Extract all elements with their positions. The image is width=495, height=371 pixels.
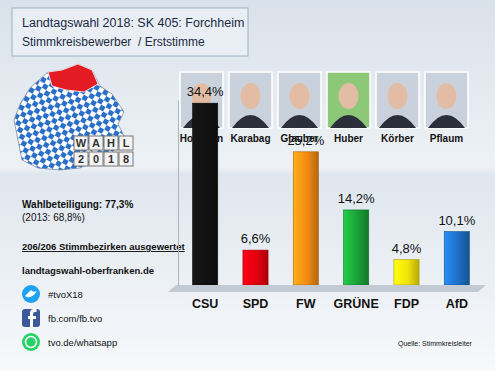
photo-body [330,115,367,128]
logo-text: 8 [123,153,129,165]
logo-text: 2 [78,153,84,165]
photo-face [388,83,408,109]
photo [425,72,468,128]
dice [104,152,118,166]
bar [394,260,419,285]
bar [193,103,218,285]
x-axis-line [181,293,483,294]
logo-text: 1 [108,153,114,165]
whatsapp-link: tvo.de/whatsapp [48,337,117,348]
x-tick: SPD [243,293,269,311]
x-tick-label: SPD [243,297,269,311]
x-tick: GRÜNE [334,293,379,311]
data-label: 10,1% [438,213,475,228]
candidate-name: Karabag [230,133,270,144]
photo-body [281,115,318,128]
subtitle: Stimmkreisbewerber / Erststimme [22,35,205,49]
photo [327,72,370,128]
whatsapp-icon-ring [26,337,37,348]
dice [89,152,103,166]
map [14,64,126,170]
x-tick-label: AfD [446,297,468,311]
logo-text: L [123,137,130,149]
photo-body [379,115,416,128]
logo-text: W [76,137,87,149]
facebook-link: fb.com/fb.tvo [48,313,102,324]
dice [104,136,118,150]
candidate: Pflaum [425,72,468,144]
title-box [12,8,248,56]
x-tick: FDP [394,293,419,311]
twitter-icon [22,285,40,303]
background [0,0,495,371]
photo [376,72,419,128]
whatsapp-icon [22,333,40,351]
x-tick-label: CSU [192,297,218,311]
dice [119,152,133,166]
y-axis [178,101,179,286]
x-tick: CSU [192,293,218,311]
candidate: Karabag [229,72,272,144]
floor [168,285,486,292]
map-region [48,64,98,92]
turnout-2013: (2013: 68,8%) [22,212,85,223]
candidate-name: Körber [381,133,414,144]
facebook-icon-f [28,309,37,327]
bar [444,232,469,285]
data-label: 4,8% [392,241,422,256]
photo-face [437,83,457,109]
x-tick-label: FDP [394,297,419,311]
dice [89,136,103,150]
photo-body [232,115,269,128]
logo-text: 0 [93,153,99,165]
dice [119,136,133,150]
data-label: 14,2% [338,191,375,206]
chart: Landtagswahl 2018: SK 405: Forchheim Stim… [0,0,495,371]
candidate: Huber [327,72,370,144]
logo-text: A [92,137,100,149]
turnout: Wahlbeteiligung: 77,3% [22,199,133,210]
data-label: 25,2% [287,133,324,148]
bar [293,152,318,285]
photo-body [428,115,465,128]
photo-face [241,83,261,109]
data-label: 34,4% [187,84,224,99]
bar [243,250,268,285]
candidate: Körber [376,72,419,144]
bar [344,210,369,285]
x-tick: FW [296,293,316,311]
x-axis: CSU SPD FW GRÜNE FDP AfD [181,293,483,311]
bars [193,103,470,285]
website: landtagswahl-oberfranken.de [22,265,154,276]
data-labels: 34,4% 6,6% 25,2% 14,2% 4,8% 10,1% [187,84,476,255]
dice [74,152,88,166]
photo [229,72,272,128]
title: Landtagswahl 2018: SK 405: Forchheim [22,16,244,30]
twitter-handle: #tvoX18 [48,289,83,300]
x-tick-label: GRÜNE [334,296,379,311]
y-axis-line [178,101,179,286]
source: Quelle: Stimmkreisleiter [398,340,473,348]
photo-face [339,83,359,109]
x-tick-label: FW [296,297,316,311]
photo [278,72,321,128]
candidate-name: Huber [334,133,363,144]
twitter-icon-bird [25,290,37,297]
candidate-name: Pflaum [430,133,463,144]
data-label: 6,6% [241,231,271,246]
facebook-icon [22,309,40,327]
photo-face [290,83,310,109]
logo-text: H [107,137,115,149]
x-tick: AfD [446,293,468,311]
logo: WAHL 2018 [74,136,133,166]
dice [74,136,88,150]
districts: 206/206 Stimmbezirken ausgewertet [22,241,185,252]
